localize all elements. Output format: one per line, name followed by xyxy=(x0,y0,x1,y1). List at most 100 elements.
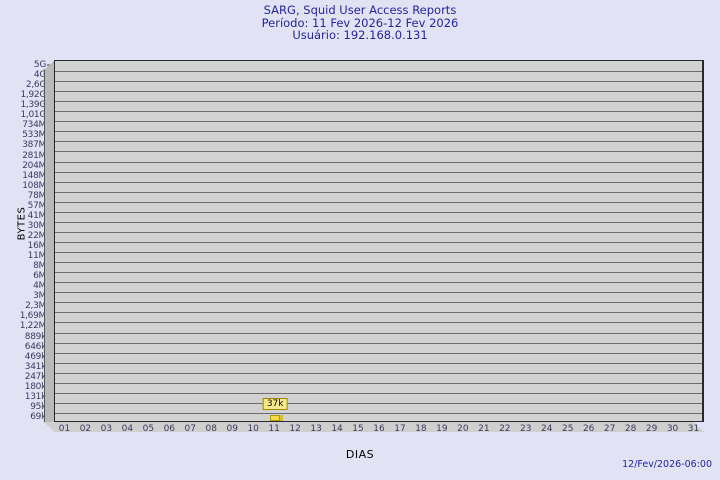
bar-11[interactable] xyxy=(269,415,281,421)
x-axis-tick-label: 07 xyxy=(184,424,197,434)
x-axis-tick-label: 04 xyxy=(121,424,134,434)
x-axis-tick-label: 11 xyxy=(268,424,280,434)
x-axis-tick-label: 19 xyxy=(436,424,448,434)
y-axis-tick-label: 247k xyxy=(24,371,47,382)
y-axis-tick-label: 281M xyxy=(22,150,46,161)
y-axis-tick-label: 6M xyxy=(33,271,46,282)
y-axis-tick-label: 69k xyxy=(30,411,46,422)
gridline xyxy=(55,111,702,112)
gridline xyxy=(55,131,702,132)
y-axis-tick-label: 204M xyxy=(22,160,46,171)
x-axis-tick-label: 31 xyxy=(687,424,700,434)
y-axis-tick-label: 646k xyxy=(24,341,47,352)
y-axis-tick-label: 11M xyxy=(27,251,47,262)
x-axis-title: DIAS xyxy=(345,448,375,461)
x-axis-tick-label: 13 xyxy=(310,424,322,434)
gridline xyxy=(55,151,702,152)
y-axis-tick-label: 131k xyxy=(24,391,47,402)
gridline xyxy=(55,182,702,183)
gridline xyxy=(55,121,702,122)
x-axis-tick-label: 21 xyxy=(478,424,490,434)
x-axis-tick-label: 25 xyxy=(561,424,574,434)
gridline xyxy=(55,272,702,273)
y-axis-title: BYTES xyxy=(16,206,28,241)
gridline xyxy=(55,403,702,404)
x-axis-tick-label: 09 xyxy=(226,424,238,434)
y-axis-tick-label: 41M xyxy=(27,210,47,221)
gridline xyxy=(55,232,702,233)
x-axis-tick-label: 24 xyxy=(541,424,553,434)
gridline xyxy=(55,413,702,414)
x-axis-tick-label: 28 xyxy=(624,424,637,434)
y-axis-tick-label: 3M xyxy=(33,291,46,302)
y-axis-tick-label: 8M xyxy=(33,261,46,272)
y-axis-tick-label: 1,69M xyxy=(19,311,47,322)
gridline xyxy=(55,162,702,163)
x-axis-tick-label: 02 xyxy=(79,424,92,434)
gridline xyxy=(55,343,702,344)
x-axis-tick-label: 15 xyxy=(352,424,364,434)
gridline xyxy=(55,252,702,253)
gridline xyxy=(55,302,702,303)
x-axis-ticks: 01 02 03 04 05 06 07 08 09 10 11 12 13 14 15 16 17 18 19 20… xyxy=(54,424,704,438)
x-axis-tick-label: 01 xyxy=(58,424,71,434)
gridline xyxy=(55,141,702,142)
gridline xyxy=(55,172,702,173)
y-axis-tick-label: 533M xyxy=(22,130,46,141)
gridline xyxy=(55,393,702,394)
x-axis-tick-label: 08 xyxy=(205,424,217,434)
x-axis-tick-label: 27 xyxy=(603,424,616,434)
x-axis-tick-label: 14 xyxy=(331,424,343,434)
gridline xyxy=(55,282,702,283)
y-axis-tick-label: 734M xyxy=(22,120,46,131)
x-axis-tick-label: 23 xyxy=(520,424,532,434)
x-axis-tick-label: 03 xyxy=(100,424,113,434)
y-axis-tick-label: 469k xyxy=(24,351,47,362)
plot-canvas: 37k xyxy=(54,60,704,422)
y-axis-tick-label: 2,6G xyxy=(25,80,46,91)
gridline xyxy=(55,91,702,92)
x-axis-tick-label: 06 xyxy=(163,424,176,434)
y-axis-tick-label: 95k xyxy=(30,401,46,412)
gridline xyxy=(55,262,702,263)
y-axis-tick-label: 5G xyxy=(33,60,46,71)
gridline xyxy=(55,212,702,213)
y-axis-tick-label: 1,22M xyxy=(19,321,47,332)
y-axis-tick-label: 1,39G xyxy=(20,100,46,111)
gridline xyxy=(55,192,702,193)
y-axis-tick-label: 341k xyxy=(24,361,47,372)
gridline xyxy=(55,312,702,313)
y-axis-tick-label: 180k xyxy=(24,381,47,392)
x-axis-tick-label: 12 xyxy=(289,424,301,434)
gridline xyxy=(55,373,702,374)
report-header: SARG, Squid User Access Reports Período:… xyxy=(0,4,720,42)
generation-timestamp: 12/Fev/2026-06:00 xyxy=(622,459,712,470)
y-axis-tick-label: 57M xyxy=(27,200,47,211)
y-axis-tick-label: 78M xyxy=(27,190,47,201)
page-title: SARG, Squid User Access Reports xyxy=(263,3,457,17)
gridline xyxy=(55,222,702,223)
gridline xyxy=(55,353,702,354)
report-period: Período: 11 Fev 2026-12 Fev 2026 xyxy=(261,15,459,30)
gridline xyxy=(55,322,702,323)
y-axis-tick-label: 108M xyxy=(22,180,46,191)
x-axis-tick-label: 30 xyxy=(666,424,679,434)
x-axis-tick-label: 18 xyxy=(415,424,427,434)
y-axis-tick-label: 22M xyxy=(27,230,47,241)
x-axis-tick-label: 05 xyxy=(142,424,155,434)
y-axis-tick-label: 148M xyxy=(22,170,46,181)
gridline xyxy=(55,101,702,102)
gridline xyxy=(55,383,702,384)
gridline xyxy=(55,81,702,82)
gridline xyxy=(55,363,702,364)
x-axis-tick-label: 29 xyxy=(645,424,658,434)
report-user: Usuário: 192.168.0.131 xyxy=(292,28,428,42)
chart-plot-area: 37k xyxy=(44,60,704,432)
x-axis-tick-label: 16 xyxy=(373,424,385,434)
plot-bottom-bevel xyxy=(44,422,704,432)
gridline xyxy=(55,242,702,243)
y-axis-tick-label: 1,92G xyxy=(20,90,46,101)
y-axis-tick-label: 16M xyxy=(27,241,47,252)
y-axis-tick-label: 1,01G xyxy=(20,110,46,121)
x-axis-tick-label: 22 xyxy=(499,424,511,434)
